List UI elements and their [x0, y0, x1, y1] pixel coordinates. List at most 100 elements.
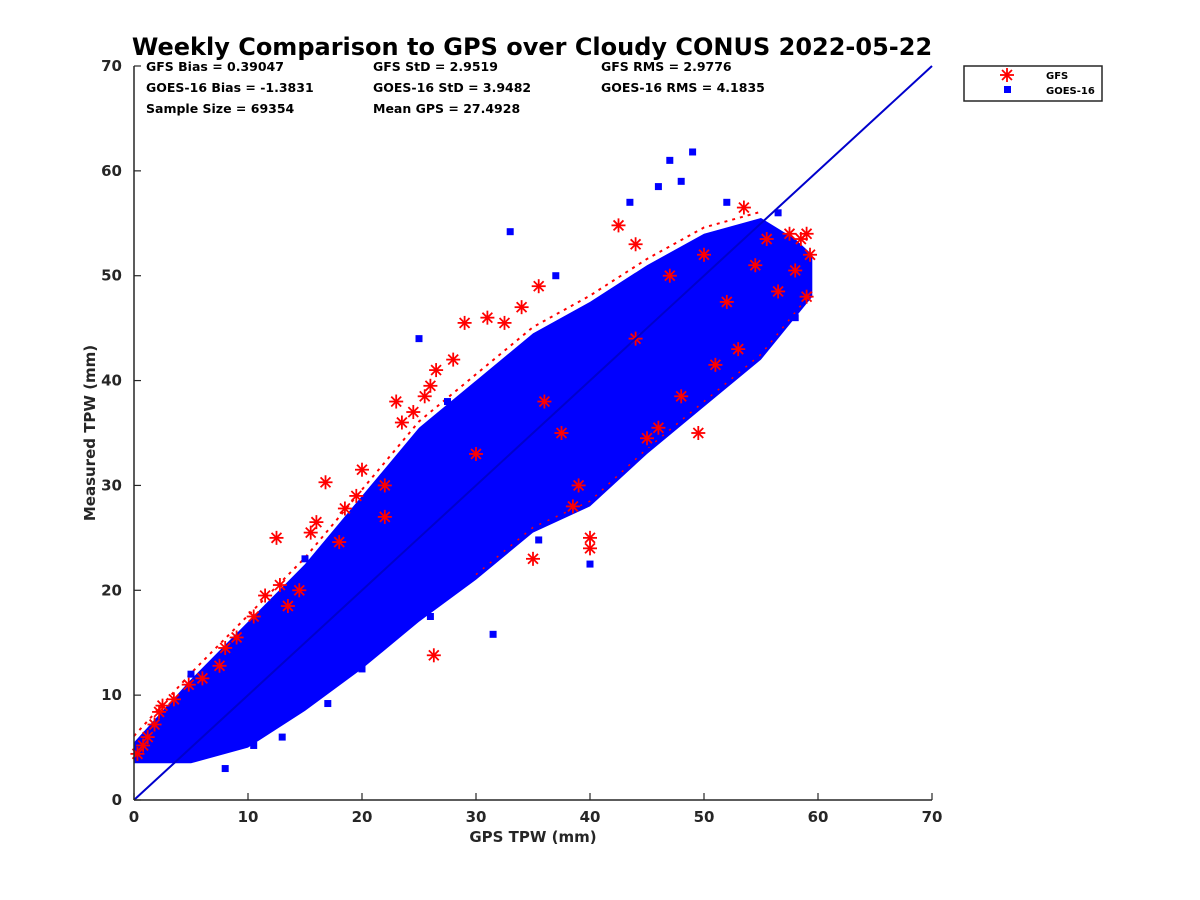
- goes-point: [677, 177, 685, 185]
- gfs-point: [708, 357, 723, 372]
- x-axis-label: GPS TPW (mm): [469, 828, 596, 846]
- gfs-point: [497, 315, 512, 330]
- x-tick-label: 20: [352, 808, 373, 826]
- x-tick-label: 50: [694, 808, 715, 826]
- gfs-point: [166, 692, 181, 707]
- gfs-point: [181, 677, 196, 692]
- gfs-point: [526, 551, 540, 566]
- goes-point: [444, 398, 451, 406]
- gfs-point: [332, 535, 347, 550]
- stat-gfs-bias: GFS Bias = 0.39047: [146, 59, 284, 74]
- y-axis-ticks: 0 10 20 30 40 50 60 70: [101, 57, 141, 809]
- gfs-point: [799, 289, 814, 304]
- gfs-point: [218, 640, 233, 655]
- gfs-point: [697, 247, 711, 262]
- gfs-point: [799, 226, 814, 241]
- plot-area: 0 10 20 30 40 50 60 70 0 10 20 30 40 50 60 70: [101, 57, 942, 826]
- legend-gfs-asterisk: [1000, 68, 1014, 82]
- gfs-point: [691, 426, 706, 440]
- gfs-point: [554, 426, 569, 440]
- stat-goes-std: GOES-16 StD = 3.9482: [373, 80, 531, 95]
- gfs-point: [514, 300, 529, 315]
- legend-box: [963, 65, 1103, 102]
- y-tick-label: 50: [101, 267, 122, 285]
- x-axis-ticks: 0 10 20 30 40 50 60 70: [129, 793, 942, 826]
- stats-block: GFS Bias = 0.39047 GFS StD = 2.9519 GFS …: [146, 59, 765, 116]
- y-tick-label: 70: [101, 57, 122, 75]
- gfs-point: [736, 200, 751, 215]
- goes-point: [586, 560, 594, 568]
- goes-point-cloud: [134, 218, 813, 764]
- gfs-point: [803, 247, 818, 262]
- gfs-point: [611, 218, 626, 233]
- legend-gfs-marker: [1000, 68, 1014, 82]
- gfs-point: [349, 488, 364, 503]
- stat-gfs-rms: GFS RMS = 2.9776: [601, 59, 732, 74]
- gfs-point: [782, 226, 797, 241]
- gfs-point: [155, 698, 170, 713]
- goes-point: [506, 228, 514, 236]
- data-points: [130, 148, 818, 773]
- stat-gfs-std: GFS StD = 2.9519: [373, 59, 498, 74]
- goes-point: [358, 665, 366, 673]
- gfs-point: [355, 462, 369, 477]
- goes-point: [654, 183, 662, 191]
- x-tick-label: 60: [808, 808, 829, 826]
- goes-point: [426, 613, 434, 620]
- gfs-point: [195, 671, 210, 686]
- goes-point: [689, 148, 697, 156]
- gfs-point: [651, 420, 666, 435]
- legend-gfs-label: GFS: [1046, 71, 1068, 82]
- goes-point: [723, 198, 731, 206]
- gfs-point: [719, 294, 734, 309]
- gfs-point: [246, 609, 261, 624]
- y-tick-label: 60: [101, 162, 122, 180]
- gfs-point: [531, 279, 546, 294]
- legend-goes-label: GOES-16: [1046, 86, 1095, 97]
- goes-point: [489, 630, 497, 638]
- goes-point: [552, 272, 560, 280]
- gfs-upper-fringe: [133, 210, 762, 737]
- gfs-point: [389, 394, 404, 409]
- gfs-point: [674, 389, 689, 404]
- gfs-point: [318, 475, 333, 490]
- chart-title: Weekly Comparison to GPS over Cloudy CON…: [132, 33, 932, 61]
- gfs-point: [212, 658, 227, 673]
- gfs-point: [140, 730, 155, 745]
- x-tick-label: 10: [238, 808, 259, 826]
- gfs-point: [583, 530, 597, 545]
- gfs-point: [269, 530, 284, 545]
- gfs-point: [571, 478, 586, 493]
- gfs-point: [748, 258, 763, 273]
- goes-point: [324, 700, 332, 708]
- goes-point: [187, 670, 195, 678]
- y-tick-label: 30: [101, 476, 122, 494]
- gfs-point: [303, 525, 318, 540]
- gfs-point: [229, 630, 244, 645]
- gfs-point: [272, 578, 287, 593]
- gfs-point: [446, 352, 461, 367]
- goes-point: [791, 314, 799, 322]
- gfs-point: [147, 717, 162, 732]
- y-tick-label: 40: [101, 372, 122, 390]
- gfs-point: [771, 284, 786, 299]
- gfs-point: [628, 237, 643, 252]
- goes-point: [278, 733, 286, 741]
- x-tick-label: 0: [129, 808, 139, 826]
- gfs-point: [565, 499, 580, 514]
- gfs-point: [337, 501, 352, 516]
- gfs-point: [423, 378, 438, 393]
- x-tick-label: 30: [466, 808, 487, 826]
- gfs-point: [429, 363, 444, 378]
- gfs-point: [417, 389, 432, 404]
- goes-point: [415, 335, 423, 343]
- goes-point: [700, 366, 708, 374]
- y-axis-label: Measured TPW (mm): [81, 345, 99, 521]
- gfs-point: [480, 310, 495, 325]
- gfs-point: [426, 648, 441, 663]
- gfs-point: [377, 509, 392, 524]
- stat-goes-bias: GOES-16 Bias = -1.3831: [146, 80, 314, 95]
- goes-point: [803, 277, 811, 285]
- gfs-point: [377, 478, 392, 493]
- goes-point: [774, 209, 782, 217]
